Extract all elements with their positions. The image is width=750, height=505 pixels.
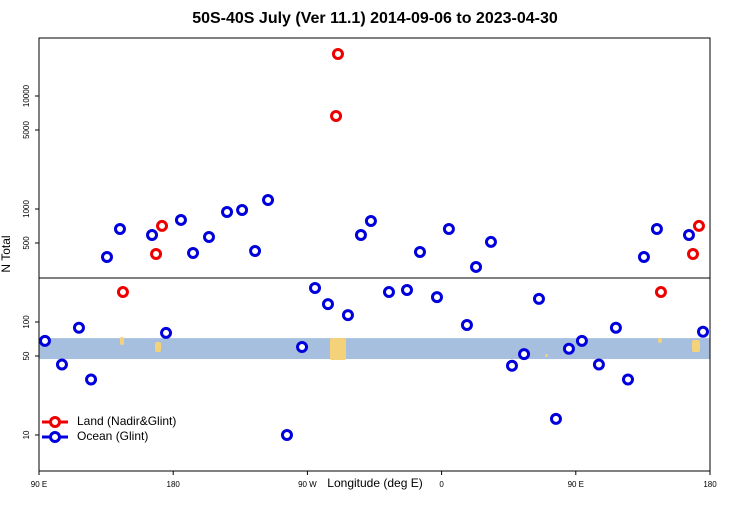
data-point	[696, 325, 709, 338]
data-point	[562, 342, 575, 355]
y-tick-label: 1000	[22, 200, 31, 218]
data-point	[682, 228, 695, 241]
data-point	[505, 359, 518, 372]
data-point	[174, 213, 187, 226]
x-tick-label: 180	[703, 480, 717, 489]
land-patch	[545, 354, 548, 357]
data-point	[687, 247, 700, 260]
y-tick-label: 100	[22, 315, 31, 329]
data-point	[330, 110, 343, 123]
data-point	[321, 298, 334, 311]
x-axis-label: Longitude (deg E)	[327, 476, 422, 490]
data-point	[692, 219, 705, 232]
data-point	[262, 194, 275, 207]
data-point	[382, 286, 395, 299]
data-point	[401, 283, 414, 296]
data-point	[156, 219, 169, 232]
x-tick-label: 180	[167, 480, 181, 489]
x-tick-label: 90 E	[568, 480, 584, 489]
shaded-band	[39, 338, 710, 360]
data-point	[309, 281, 322, 294]
x-tick-label: 90 E	[31, 480, 47, 489]
land-patch	[330, 338, 346, 360]
data-point	[113, 223, 126, 236]
data-point	[442, 223, 455, 236]
data-point	[249, 244, 262, 257]
data-point	[430, 291, 443, 304]
plot-frame	[38, 37, 711, 472]
data-point	[470, 260, 483, 273]
data-point	[637, 250, 650, 263]
y-axis-label: N Total	[0, 235, 13, 272]
data-point	[100, 250, 113, 263]
data-point	[341, 309, 354, 322]
y-tick-label: 5000	[22, 121, 31, 139]
legend-label: Ocean (Glint)	[77, 429, 148, 443]
data-point	[413, 246, 426, 259]
data-point	[654, 286, 667, 299]
y-tick-label: 10	[22, 430, 31, 439]
data-point	[55, 358, 68, 371]
data-point	[150, 247, 163, 260]
data-point	[650, 223, 663, 236]
data-point	[575, 334, 588, 347]
data-point	[609, 321, 622, 334]
data-point	[592, 358, 605, 371]
data-point	[484, 235, 497, 248]
y-tick-label: 10000	[22, 84, 31, 107]
land-patch	[658, 338, 662, 343]
chart-title: 50S-40S July (Ver 11.1) 2014-09-06 to 20…	[192, 10, 558, 27]
data-point	[549, 412, 562, 425]
legend: Land (Nadir&Glint)Ocean (Glint)	[42, 414, 176, 443]
x-tick-label: 90 W	[298, 480, 317, 489]
data-point	[364, 214, 377, 227]
legend-label: Land (Nadir&Glint)	[77, 414, 176, 428]
y-tick-label: 50	[22, 351, 31, 360]
data-point	[354, 228, 367, 241]
data-point	[85, 373, 98, 386]
x-tick-label: 0	[439, 480, 444, 489]
data-point	[621, 373, 634, 386]
land-patch	[692, 340, 700, 352]
data-point	[116, 286, 129, 299]
legend-marker	[49, 431, 61, 443]
data-point	[280, 428, 293, 441]
data-point	[460, 319, 473, 332]
data-point	[518, 348, 531, 361]
data-point	[160, 326, 173, 339]
land-patch	[120, 337, 124, 345]
data-point	[221, 206, 234, 219]
data-point	[187, 246, 200, 259]
y-tick-label: 500	[22, 236, 31, 250]
data-point	[236, 203, 249, 216]
data-point	[202, 231, 215, 244]
data-point	[296, 341, 309, 354]
data-point	[331, 47, 344, 60]
data-point	[38, 334, 51, 347]
legend-marker	[49, 416, 61, 428]
data-point	[72, 321, 85, 334]
data-point	[532, 292, 545, 305]
data-point	[146, 228, 159, 241]
land-patch	[155, 342, 161, 352]
